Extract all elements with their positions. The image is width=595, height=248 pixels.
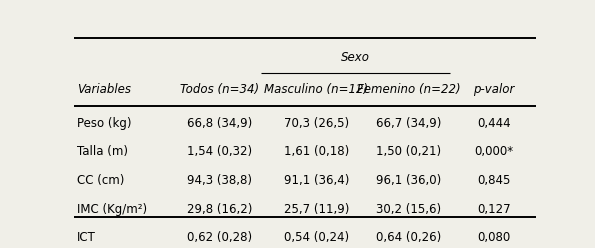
Text: 0,127: 0,127 <box>477 203 511 216</box>
Text: 30,2 (15,6): 30,2 (15,6) <box>376 203 441 216</box>
Text: p-valor: p-valor <box>473 83 515 96</box>
Text: ICT: ICT <box>77 231 96 245</box>
Text: 1,61 (0,18): 1,61 (0,18) <box>284 146 349 158</box>
Text: 66,8 (34,9): 66,8 (34,9) <box>187 117 252 130</box>
Text: 0,080: 0,080 <box>477 231 511 245</box>
Text: Variables: Variables <box>77 83 131 96</box>
Text: Peso (kg): Peso (kg) <box>77 117 131 130</box>
Text: 29,8 (16,2): 29,8 (16,2) <box>187 203 252 216</box>
Text: Talla (m): Talla (m) <box>77 146 128 158</box>
Text: 0,54 (0,24): 0,54 (0,24) <box>284 231 349 245</box>
Text: Femenino (n=22): Femenino (n=22) <box>357 83 461 96</box>
Text: Masculino (n=12): Masculino (n=12) <box>264 83 368 96</box>
Text: CC (cm): CC (cm) <box>77 174 124 187</box>
Text: 0,64 (0,26): 0,64 (0,26) <box>376 231 441 245</box>
Text: 91,1 (36,4): 91,1 (36,4) <box>284 174 349 187</box>
Text: 1,50 (0,21): 1,50 (0,21) <box>376 146 441 158</box>
Text: 25,7 (11,9): 25,7 (11,9) <box>284 203 349 216</box>
Text: 0,000*: 0,000* <box>474 146 513 158</box>
Text: 96,1 (36,0): 96,1 (36,0) <box>376 174 441 187</box>
Text: 0,444: 0,444 <box>477 117 511 130</box>
Text: 94,3 (38,8): 94,3 (38,8) <box>187 174 252 187</box>
Text: 0,62 (0,28): 0,62 (0,28) <box>187 231 252 245</box>
Text: 66,7 (34,9): 66,7 (34,9) <box>376 117 441 130</box>
Text: Sexo: Sexo <box>341 51 370 64</box>
Text: IMC (Kg/m²): IMC (Kg/m²) <box>77 203 147 216</box>
Text: 1,54 (0,32): 1,54 (0,32) <box>187 146 252 158</box>
Text: Todos (n=34): Todos (n=34) <box>180 83 259 96</box>
Text: 70,3 (26,5): 70,3 (26,5) <box>284 117 349 130</box>
Text: 0,845: 0,845 <box>477 174 511 187</box>
